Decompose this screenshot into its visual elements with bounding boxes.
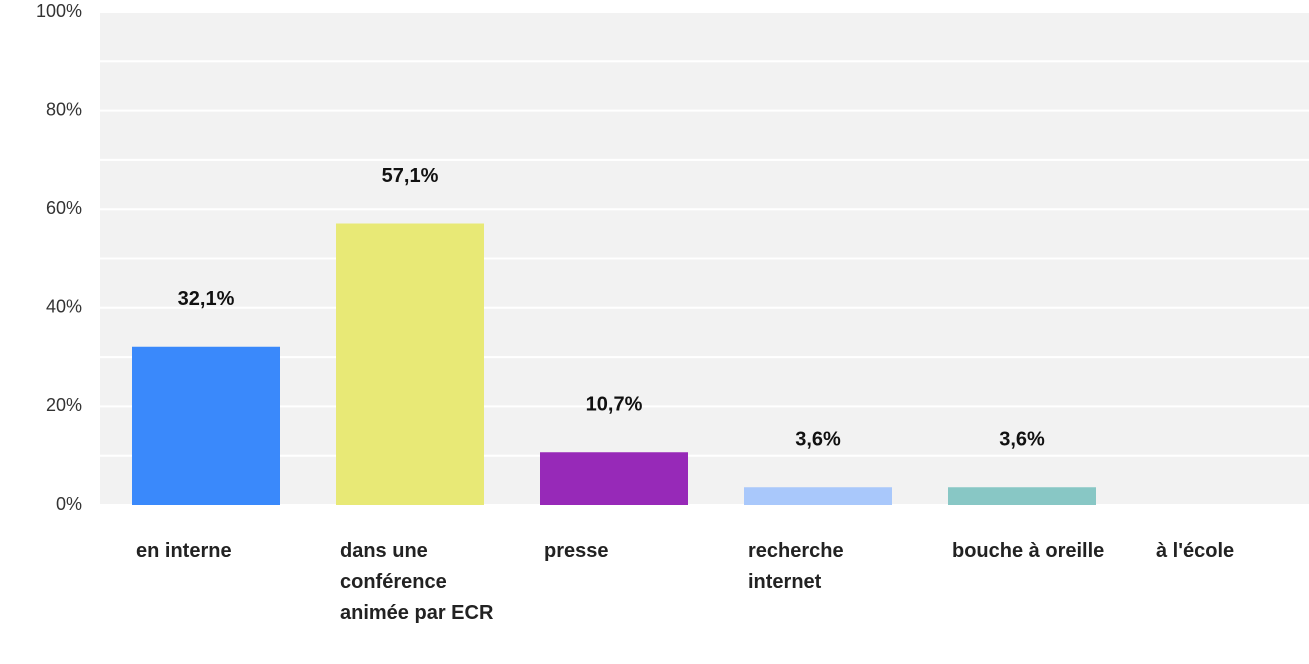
- x-tick-label: en interne: [136, 540, 232, 562]
- bar: [540, 452, 688, 505]
- x-tick-label: recherche internet: [748, 540, 844, 593]
- y-tick-label: 20%: [46, 395, 82, 415]
- value-label: 3,6%: [999, 429, 1045, 451]
- value-label: 32,1%: [178, 288, 235, 310]
- bar: [948, 487, 1096, 505]
- x-tick-label: bouche à oreille: [952, 540, 1104, 562]
- y-tick-label: 0%: [56, 494, 82, 514]
- y-tick-label: 40%: [46, 297, 82, 317]
- y-tick-label: 100%: [36, 1, 82, 21]
- bar: [132, 346, 280, 505]
- x-tick-label: dans une conférence animée par ECR: [340, 540, 494, 624]
- bar: [336, 223, 484, 505]
- y-tick-label: 80%: [46, 99, 82, 119]
- value-label: 57,1%: [382, 165, 439, 187]
- bar: [744, 487, 892, 505]
- value-label: 10,7%: [586, 394, 643, 416]
- x-tick-label: presse: [544, 540, 609, 562]
- y-tick-label: 60%: [46, 198, 82, 218]
- x-tick-label: à l'école: [1156, 540, 1234, 562]
- value-label: 3,6%: [795, 429, 841, 451]
